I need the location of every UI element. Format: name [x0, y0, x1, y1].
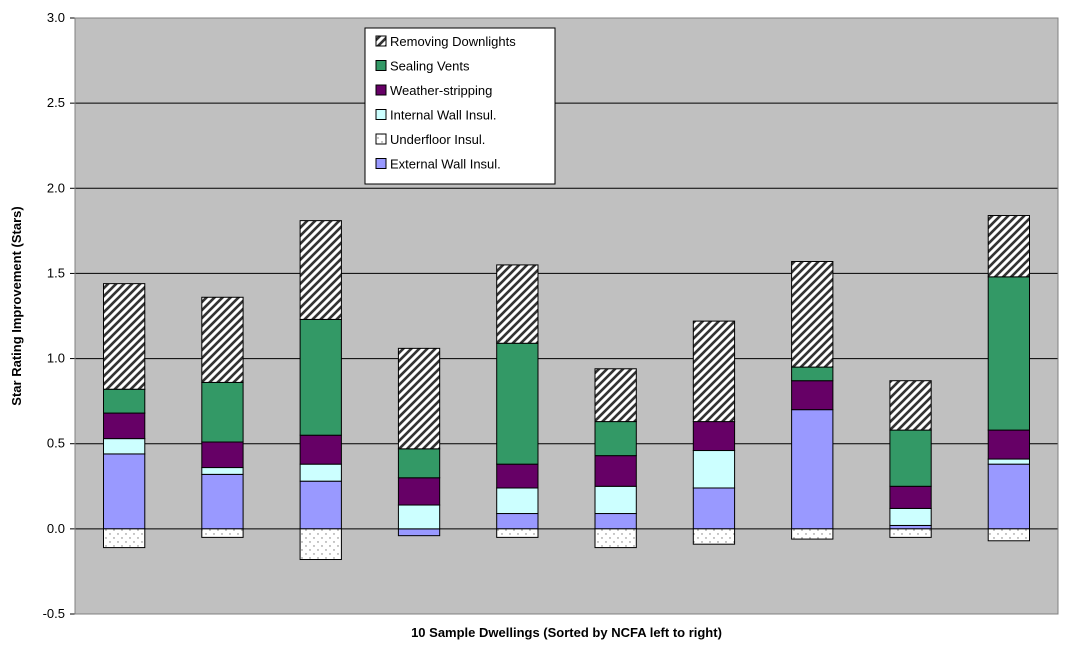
- bar-segment: [889, 507, 932, 526]
- bar-segment: [987, 458, 1030, 465]
- y-tick-label: 0.5: [47, 436, 65, 451]
- bar-stack-5: [496, 264, 539, 538]
- bar-segment: [103, 412, 146, 440]
- bar-segment: [889, 485, 932, 509]
- bar-segment: [987, 276, 1030, 431]
- bar-segment: [692, 487, 736, 530]
- bar-stack-2: [201, 296, 244, 538]
- bar-segment: [299, 528, 342, 561]
- legend-label: External Wall Insul.: [390, 157, 501, 172]
- bar-segment: [594, 513, 637, 530]
- legend-label: Weather-stripping: [390, 83, 492, 98]
- legend-label: Sealing Vents: [390, 59, 470, 74]
- bar-segment: [791, 366, 834, 382]
- bar-segment: [299, 463, 342, 482]
- bar-segment: [299, 480, 342, 530]
- bar-segment: [103, 438, 146, 455]
- y-tick-label: 2.5: [47, 95, 65, 110]
- y-tick-label: 0.0: [47, 521, 65, 536]
- bar-segment: [496, 264, 539, 344]
- y-tick-label: 1.5: [47, 265, 65, 280]
- bar-segment: [201, 441, 244, 469]
- plot-frame: [74, 17, 1059, 615]
- bar-segment: [103, 283, 146, 390]
- bar-segment: [987, 463, 1030, 530]
- bar-segment: [397, 504, 441, 530]
- bar-segment: [201, 528, 244, 538]
- bar-segment: [692, 450, 736, 489]
- legend-swatch: [375, 158, 387, 169]
- bar-segment: [299, 434, 342, 465]
- bar-segment: [791, 528, 834, 540]
- x-axis-title: 10 Sample Dwellings (Sorted by NCFA left…: [411, 625, 722, 640]
- bar-segment: [889, 524, 932, 530]
- bar-segment: [397, 448, 441, 479]
- legend: Removing Downlights Sealing Vents Weather-…: [364, 27, 556, 185]
- bar-stacks: [103, 215, 1030, 561]
- legend-swatch: [375, 60, 387, 71]
- bar-stack-3: [299, 220, 342, 561]
- legend-label: Removing Downlights: [390, 34, 516, 49]
- bar-segment: [397, 477, 441, 506]
- bar-segment: [496, 513, 539, 530]
- bar-segment: [987, 429, 1030, 460]
- bar-segment: [791, 261, 834, 368]
- bar-segment: [103, 528, 146, 549]
- y-tick-label: 2.0: [47, 180, 65, 195]
- bar-segment: [594, 421, 637, 457]
- y-axis-title: Star Rating Improvement (Stars): [9, 206, 24, 405]
- bar-segment: [103, 388, 146, 414]
- bar-segment: [299, 318, 342, 436]
- bar-segment: [692, 528, 736, 545]
- bar-segment: [496, 463, 539, 489]
- bar-segment: [594, 368, 637, 423]
- bar-segment: [201, 467, 244, 475]
- legend-swatch: [375, 109, 387, 120]
- bar-segment: [692, 320, 736, 423]
- bar-segment: [201, 381, 244, 443]
- bar-segment: [397, 347, 441, 450]
- legend-box: [364, 27, 556, 185]
- bar-stack-6: [594, 368, 637, 549]
- bar-segment: [791, 380, 834, 411]
- bar-segment: [987, 528, 1030, 542]
- legend-swatch: [375, 84, 387, 96]
- bar-segment: [103, 453, 146, 530]
- legend-swatch: [375, 133, 387, 145]
- bar-segment: [496, 487, 539, 515]
- bar-segment: [692, 421, 736, 452]
- bar-segment: [889, 528, 932, 538]
- y-tick-label: -0.5: [43, 606, 65, 621]
- bar-segment: [987, 215, 1030, 278]
- y-axis-ticks: -0.5 0.0 0.5 1.0 1.5 2.0 2.5 3.0: [43, 10, 76, 621]
- y-tick-label: 3.0: [47, 10, 65, 25]
- legend-label: Internal Wall Insul.: [390, 108, 496, 123]
- bar-stack-7: [692, 320, 736, 545]
- bar-segment: [496, 342, 539, 465]
- bar-segment: [594, 455, 637, 487]
- y-tick-label: 1.0: [47, 351, 65, 366]
- bar-stack-8: [791, 261, 834, 540]
- bar-segment: [397, 528, 441, 537]
- bar-segment: [496, 528, 539, 538]
- bar-segment: [594, 485, 637, 515]
- bar-stack-1: [103, 283, 146, 549]
- bar-segment: [791, 409, 834, 530]
- bar-segment: [889, 429, 932, 487]
- legend-label: Underfloor Insul.: [390, 132, 485, 147]
- bar-stack-10: [987, 215, 1030, 542]
- bar-stack-4: [397, 347, 441, 537]
- bar-segment: [594, 528, 637, 549]
- bar-segment: [889, 380, 932, 431]
- bar-segment: [201, 473, 244, 530]
- bar-stack-9: [889, 380, 932, 538]
- bar-segment: [201, 296, 244, 383]
- bar-segment: [299, 220, 342, 320]
- legend-swatch: [375, 35, 387, 47]
